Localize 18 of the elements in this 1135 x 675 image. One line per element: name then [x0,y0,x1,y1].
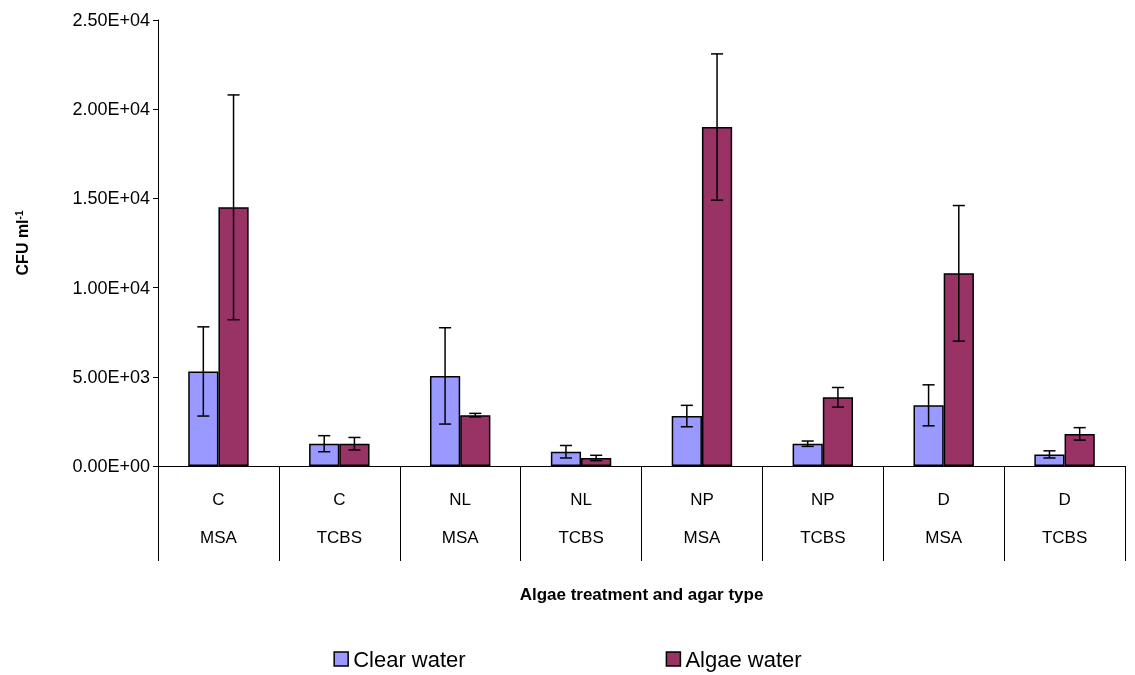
legend-label: Algae water [685,646,802,672]
x-tick-label: C MSA [200,490,238,547]
y-tick-label: 2.50E+04 [72,10,150,30]
y-axis-title: CFU ml-1 [13,210,31,276]
x-tick-label: NL MSA [441,490,480,547]
y-tick-label: 2.00E+04 [72,99,150,120]
y-tick-label: 1.50E+04 [72,188,150,209]
x-tick-label: C TCBS [316,490,362,547]
x-tick-label: D TCBS [1041,490,1088,547]
x-tick-label: NP MSA [683,490,722,547]
y-tick-label: 1.00E+04 [72,277,150,298]
x-tick-label: NL TCBS [558,490,604,547]
y-tick-label: 0.00E+00 [72,456,150,476]
x-tick-label: D MSA [925,490,963,547]
legend-label: Clear water [353,646,466,672]
y-tick-label: 5.00E+03 [72,366,150,387]
x-axis-title: Algae treatment and agar type [519,585,764,604]
x-tick-label: NP TCBS [800,490,846,547]
